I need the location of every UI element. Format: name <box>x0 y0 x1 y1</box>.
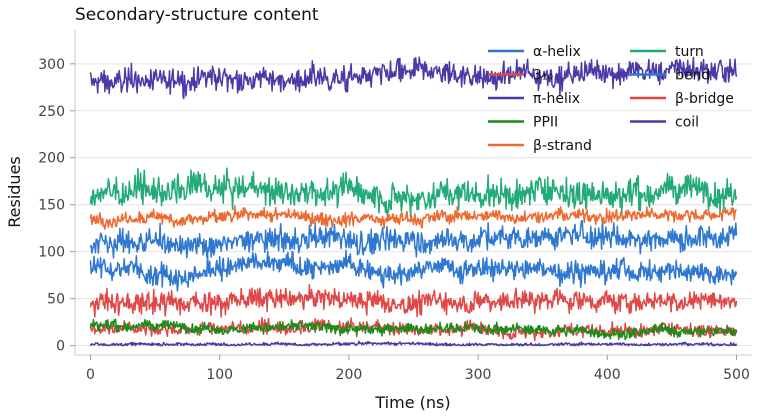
legend-label: β-strand <box>533 138 592 154</box>
series-line <box>89 340 738 347</box>
y-ticks: 0 50 100 150 200 250 300 <box>38 57 75 355</box>
series-layer <box>89 56 738 347</box>
y-tick-label: 150 <box>38 198 65 214</box>
axes <box>74 30 752 356</box>
x-tick-label: 500 <box>723 367 750 383</box>
series-line <box>89 205 738 230</box>
legend: α-helix 3₁₀ π-helix PPII β-strand turn bend β-b… <box>488 44 734 154</box>
y-tick-label: 0 <box>56 339 65 355</box>
x-ticks: 0 100 200 300 400 500 <box>86 355 750 383</box>
y-tick-label: 100 <box>38 245 65 261</box>
series-line <box>89 284 738 318</box>
legend-label: α-helix <box>533 44 581 60</box>
legend-label: coil <box>675 115 699 131</box>
series-line <box>89 249 738 292</box>
legend-label: 3₁₀ <box>533 68 554 84</box>
y-tick-label: 300 <box>38 57 65 73</box>
x-tick-label: 100 <box>206 367 233 383</box>
legend-label: bend <box>675 68 710 84</box>
legend-label: PPII <box>533 115 558 131</box>
legend-label: π-helix <box>533 91 580 107</box>
x-axis-label: Time (ns) <box>374 393 450 412</box>
y-tick-label: 250 <box>38 104 65 120</box>
y-tick-label: 200 <box>38 151 65 167</box>
series-line <box>89 56 738 100</box>
legend-label: β-bridge <box>675 91 734 107</box>
series-line <box>89 219 738 259</box>
series-line <box>89 318 738 341</box>
series-line <box>89 167 738 218</box>
x-tick-label: 0 <box>86 367 95 383</box>
chart-title: Secondary-structure content <box>75 5 319 25</box>
legend-label: turn <box>675 44 704 60</box>
x-tick-label: 200 <box>336 367 363 383</box>
y-axis-label: Residues <box>5 156 24 228</box>
y-tick-label: 50 <box>47 292 65 308</box>
x-tick-label: 400 <box>594 367 621 383</box>
x-tick-label: 300 <box>465 367 492 383</box>
